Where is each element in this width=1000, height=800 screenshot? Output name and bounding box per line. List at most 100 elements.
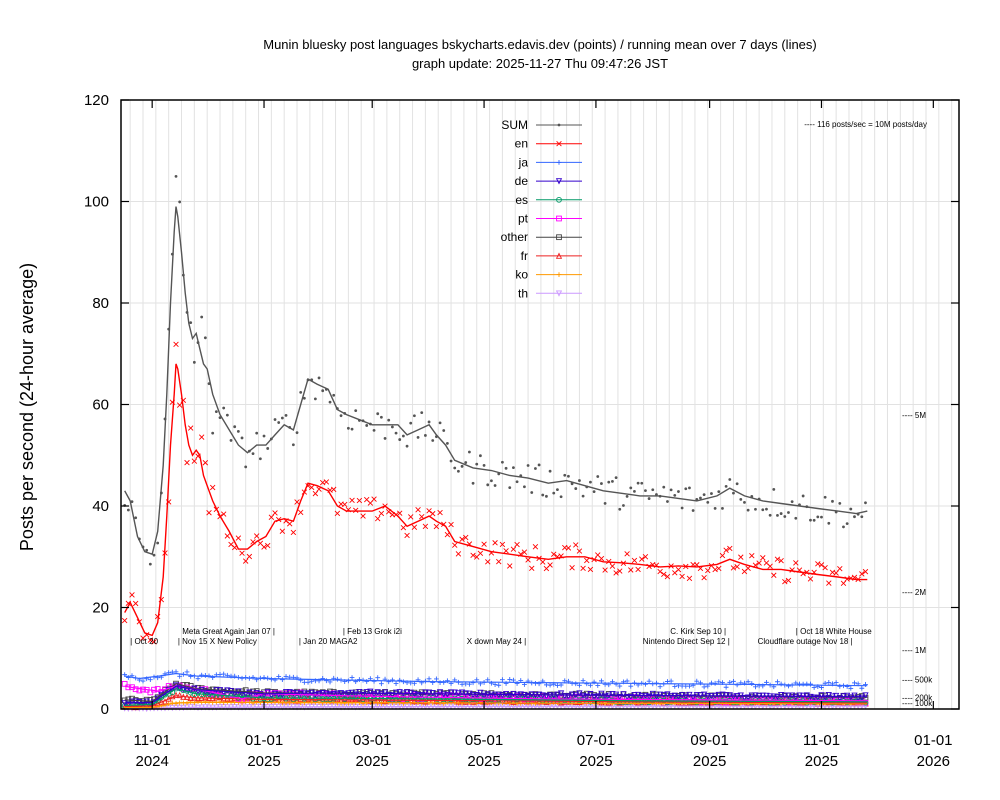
data-point-en [657,568,663,575]
data-point-en [635,566,641,573]
series-line-ja [124,672,868,687]
series-line-en [124,363,868,637]
data-point-en [470,552,476,559]
data-point-de [778,691,785,699]
data-point-de [689,694,697,701]
data-point-en [411,524,418,530]
data-point-SUM [372,428,376,432]
data-point-SUM [460,464,464,468]
data-point-SUM [603,501,607,505]
data-point-de [451,689,458,696]
data-point-de [543,693,550,700]
data-point-de [616,693,623,701]
data-point-SUM [746,508,750,512]
data-point-SUM [280,416,284,420]
data-point-SUM [236,429,240,433]
data-point-en [477,550,484,557]
data-point-de [499,692,506,699]
data-point-ja [334,676,340,682]
annotation-label: Cloudflare outage Nov 18 | [758,637,853,646]
data-point-ja [745,679,751,685]
data-point-ja [573,681,579,687]
data-point-SUM [732,491,735,495]
data-point-en [628,567,634,573]
data-point-SUM [354,409,358,413]
data-point-de [748,692,755,699]
data-point-ja [441,679,447,685]
data-point-de [590,693,598,701]
data-point-SUM [486,483,490,487]
data-point-en [264,542,271,549]
data-point-de [627,693,634,701]
data-point-SUM [401,434,405,438]
data-point-fr [176,691,183,699]
data-point-en [129,592,135,598]
data-point-ja [430,680,436,686]
data-point-SUM [277,421,281,424]
data-point-en [246,553,253,560]
data-point-de [634,691,642,699]
data-point-SUM [534,467,537,470]
data-point-SUM [504,466,508,470]
data-point-en [437,509,443,516]
data-point-en [701,574,707,581]
data-point-ja [753,684,758,690]
data-point-de [282,688,290,696]
series-line-pt [124,685,868,702]
data-point-en [661,571,667,578]
data-point-ja [250,674,256,680]
annotation-label: Meta Great Again Jan 07 | [182,627,275,636]
data-point-SUM [192,360,196,364]
data-point-en [147,637,154,643]
data-point-de [128,698,136,705]
annotation-label: Nintendo Direct Sep 12 | [643,637,730,646]
data-point-SUM [482,463,486,467]
data-point-SUM [662,485,666,489]
data-point-SUM [761,508,765,512]
data-point-ja [496,682,502,688]
data-point-en [433,523,440,530]
data-point-ja [837,683,843,689]
data-point-en [771,572,777,578]
data-point-ja [775,679,780,685]
data-point-SUM [273,418,277,421]
data-point-SUM [501,460,504,464]
data-point-SUM [526,464,530,467]
data-point-SUM [644,489,647,493]
data-point-de [862,692,869,699]
x-tick-label-year: 2025 [805,753,838,770]
data-point-en [609,563,616,569]
data-point-de [444,691,451,699]
data-point-SUM [313,397,317,401]
data-point-en [734,563,740,570]
data-point-en [532,544,539,550]
data-point-de [803,692,810,699]
data-point-SUM [464,461,468,464]
data-point-en [184,459,190,466]
data-point-SUM [600,482,603,485]
right-scale-label: ---- 500k [902,676,933,685]
data-point-en [312,490,319,497]
data-point-SUM [845,522,849,526]
data-point-de [675,694,682,701]
data-point-de [447,689,455,696]
data-point-SUM [152,553,156,557]
data-point-ja [852,680,857,686]
x-tick-label-month: 01-01 [914,732,952,749]
data-point-ja [580,678,586,684]
data-point-de [645,693,653,700]
x-tick-label-month: 11-01 [803,732,840,749]
x-tick-label-month: 03-01 [353,732,391,749]
data-point-SUM [365,424,369,427]
legend-label-other: other [501,230,528,244]
data-point-SUM [625,494,629,498]
data-point-other [400,692,407,699]
legend-marker-pt [556,215,562,222]
data-point-ja [558,682,564,688]
data-point-de [722,692,730,699]
data-point-en [352,507,359,514]
data-point-SUM [222,406,226,410]
data-point-pt [132,686,139,693]
data-point-en [793,560,799,566]
annotation-label: | Oct 18 White House [796,627,872,636]
